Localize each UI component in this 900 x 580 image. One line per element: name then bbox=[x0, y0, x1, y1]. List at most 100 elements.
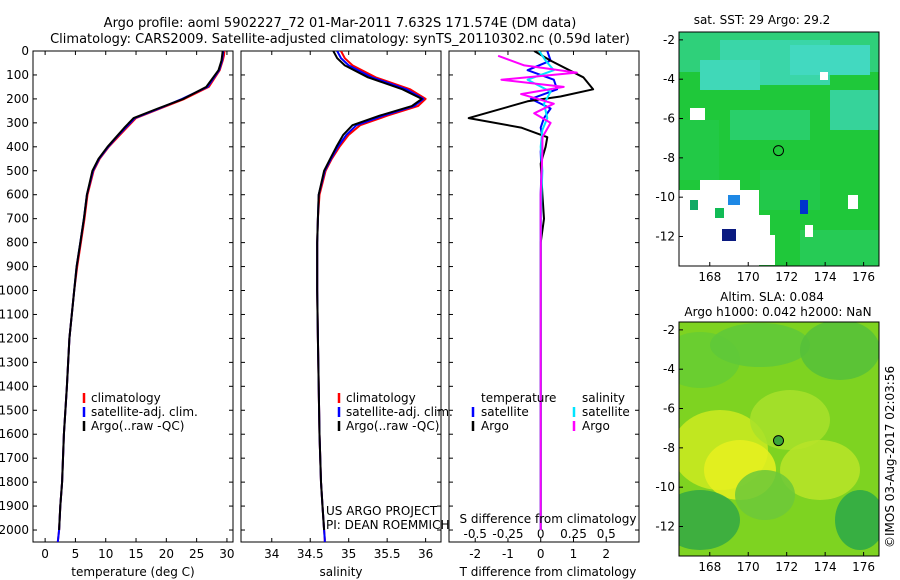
depth-tick-label: 1200 bbox=[0, 331, 29, 345]
imos-stamp: ©IMOS 03-Aug-2017 02:03:56 bbox=[883, 366, 897, 548]
sst-anomaly-cell bbox=[728, 195, 740, 205]
sla-map-title-line2: Argo h1000: 0.042 h2000: NaN bbox=[684, 305, 871, 319]
secondary-tick-label: -0.5 bbox=[463, 527, 486, 541]
x-tick-label: -1 bbox=[502, 547, 514, 561]
sla-map-panel: Altim. SLA: 0.084 Argo h1000: 0.042 h200… bbox=[655, 290, 880, 574]
s-difference-label: S difference from climatology bbox=[460, 512, 637, 526]
sla-blob bbox=[710, 323, 810, 367]
x-tick-label: 1 bbox=[570, 547, 578, 561]
map-y-tick-label: -8 bbox=[663, 151, 675, 165]
depth-tick-label: 200 bbox=[6, 92, 29, 106]
depth-tick-label: 1700 bbox=[0, 451, 29, 465]
missing-data-patch bbox=[755, 235, 775, 265]
map-y-tick-label: -12 bbox=[655, 520, 675, 534]
sst-map-frame bbox=[678, 31, 880, 267]
secondary-tick-label: 0.5 bbox=[597, 527, 616, 541]
sst-cell bbox=[760, 170, 820, 210]
depth-tick-label: 1800 bbox=[0, 475, 29, 489]
sla-blob bbox=[800, 322, 879, 380]
sst-map-panel: sat. SST: 29 Argo: 29.2 168 170 172 174 176 -… bbox=[655, 13, 880, 284]
temperature-series bbox=[56, 51, 226, 542]
x-tick-label: 20 bbox=[159, 547, 174, 561]
sla-blob bbox=[735, 470, 795, 520]
x-tick-label: 35 bbox=[341, 547, 356, 561]
map-y-tick-label: -10 bbox=[655, 480, 675, 494]
legend-label: climatology bbox=[346, 391, 416, 405]
map-x-tick-label: 172 bbox=[775, 560, 798, 574]
depth-tick-label: 500 bbox=[6, 164, 29, 178]
depth-tick-label: 400 bbox=[6, 140, 29, 154]
argo-position-marker bbox=[773, 435, 784, 447]
series-line bbox=[316, 51, 425, 542]
sst-cell bbox=[730, 110, 810, 140]
sla-blob bbox=[835, 490, 879, 550]
x-tick-label: 34 bbox=[264, 547, 279, 561]
map-x-tick-label: 174 bbox=[814, 560, 837, 574]
figure-title-line2: Climatology: CARS2009. Satellite-adjuste… bbox=[50, 32, 630, 47]
sla-blob bbox=[679, 490, 740, 550]
map-y-tick-label: -8 bbox=[663, 441, 675, 455]
map-x-tick-label: 168 bbox=[698, 560, 721, 574]
x-tick-label: 0 bbox=[41, 547, 49, 561]
difference-secondary-axis: -0.5 -0.25 0 0.25 0.5 bbox=[463, 527, 615, 541]
x-tick-label: 34.5 bbox=[297, 547, 324, 561]
salinity-legend-title: salinity bbox=[582, 391, 625, 405]
depth-tick-label: 1400 bbox=[0, 379, 29, 393]
depth-axis: 0 100 200 300 400 500 600 700 800 900 1000 1100 1200… bbox=[0, 44, 29, 537]
x-tick-label: 15 bbox=[128, 547, 143, 561]
legend-label: Argo(..raw -QC) bbox=[91, 419, 184, 433]
temperature-plot-frame bbox=[32, 50, 234, 543]
depth-tick-label: 300 bbox=[6, 116, 29, 130]
difference-legend: temperature salinitysatelliteArgosatellit… bbox=[471, 391, 630, 433]
depth-tick-label: 1100 bbox=[0, 307, 29, 321]
map-x-tick-label: 176 bbox=[852, 270, 875, 284]
temperature-xlabel: temperature (deg C) bbox=[71, 565, 194, 579]
map-x-tick-label: 172 bbox=[775, 270, 798, 284]
argo-position-marker bbox=[773, 145, 784, 157]
map-y-tick-label: -4 bbox=[663, 362, 675, 376]
salinity-xlabel: salinity bbox=[319, 565, 362, 579]
map-y-tick-label: -12 bbox=[655, 230, 675, 244]
legend-label: satellite bbox=[481, 405, 529, 419]
sla-blob bbox=[780, 440, 860, 500]
depth-tick-label: 0 bbox=[21, 44, 29, 58]
series-line bbox=[497, 54, 578, 530]
legend-label: Argo bbox=[582, 419, 610, 433]
sst-cell bbox=[679, 120, 719, 180]
salinity-panel: 34 34.5 35 35.5 36 salinity climatologysatel… bbox=[240, 50, 453, 579]
secondary-tick-label: -0.25 bbox=[492, 527, 523, 541]
series-line bbox=[56, 51, 226, 542]
temperature-x-axis: 0 5 10 15 20 25 30 bbox=[33, 50, 235, 561]
series-line bbox=[467, 51, 595, 530]
depth-tick-label: 900 bbox=[6, 260, 29, 274]
secondary-tick-label: 0 bbox=[537, 527, 545, 541]
missing-data-patch bbox=[820, 72, 828, 80]
depth-tick-label: 1000 bbox=[0, 284, 29, 298]
legend-label: climatology bbox=[91, 391, 161, 405]
map-y-tick-label: -2 bbox=[663, 33, 675, 47]
sst-anomaly-cell bbox=[800, 200, 808, 214]
depth-tick-label: 1900 bbox=[0, 499, 29, 513]
sst-cell bbox=[790, 45, 870, 75]
sla-map-axes: 168 170 172 174 176 -2 -4 -6 -8 -10 -12 bbox=[655, 323, 875, 574]
x-tick-label: 36 bbox=[418, 547, 433, 561]
sst-cell bbox=[830, 90, 879, 130]
sst-map-title: sat. SST: 29 Argo: 29.2 bbox=[694, 13, 831, 27]
sla-map-frame bbox=[678, 321, 880, 557]
map-x-tick-label: 170 bbox=[737, 560, 760, 574]
map-y-tick-label: -6 bbox=[663, 112, 675, 126]
sst-map-axes: 168 170 172 174 176 -2 -4 -6 -8 -10 -12 bbox=[655, 33, 875, 284]
x-tick-label: 30 bbox=[219, 547, 234, 561]
temperature-legend-title: temperature bbox=[481, 391, 556, 405]
difference-series bbox=[467, 51, 595, 530]
depth-tick-label: 100 bbox=[6, 68, 29, 82]
depth-tick-label: 2000 bbox=[0, 523, 29, 537]
series-line bbox=[526, 51, 559, 530]
series-line bbox=[316, 51, 423, 531]
salinity-series bbox=[316, 51, 427, 542]
missing-data-patch bbox=[805, 225, 813, 237]
map-y-tick-label: -4 bbox=[663, 72, 675, 86]
x-tick-label: 35.5 bbox=[374, 547, 401, 561]
depth-tick-label: 700 bbox=[6, 212, 29, 226]
